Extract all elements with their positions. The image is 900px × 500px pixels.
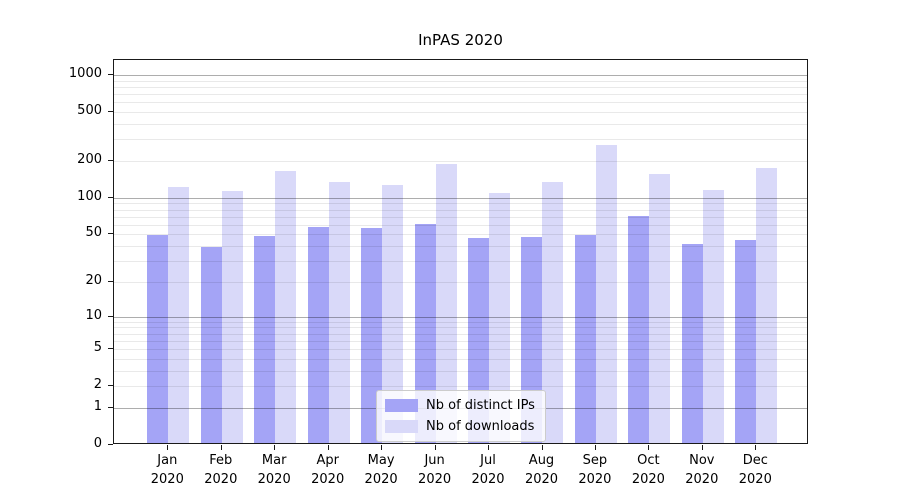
y-tick-label: 200 <box>77 151 102 167</box>
bar-ips-sep <box>574 234 596 443</box>
bar-ips-dec <box>735 240 757 443</box>
x-tick-label-jun: Jun 2020 <box>418 453 452 487</box>
x-tick-mark <box>274 445 276 450</box>
legend: Nb of distinct IPs Nb of downloads <box>376 390 546 442</box>
bar-downloads-jul <box>489 192 510 443</box>
y-tick-mark <box>108 315 113 317</box>
bar-ips-oct <box>628 216 650 443</box>
bar-ips-jun <box>414 223 436 443</box>
bar-ips-nov <box>681 244 703 443</box>
x-tick-label-aug: Aug 2020 <box>524 453 559 487</box>
x-tick-label-apr: Apr 2020 <box>311 453 345 487</box>
x-tick-mark <box>488 445 489 450</box>
y-tick-label: 100 <box>77 188 102 204</box>
bar-downloads-oct <box>649 173 671 443</box>
plot-area <box>113 59 808 444</box>
x-tick-mark <box>327 445 329 450</box>
bar-downloads-jan <box>168 187 190 443</box>
y-tick-label: 2 <box>93 377 102 393</box>
x-tick-mark <box>648 445 650 450</box>
y-axis: 0 1 2 5 10 20 50 100 200 500 1000 <box>0 59 113 451</box>
y-tick-mark <box>108 444 113 445</box>
bars-layer <box>114 60 807 443</box>
bar-downloads-feb <box>221 191 243 443</box>
x-tick-label-nov: Nov 2020 <box>685 453 719 487</box>
x-tick-label-feb: Feb 2020 <box>204 453 238 487</box>
legend-label-distinct-ips: Nb of distinct IPs <box>426 398 535 413</box>
y-tick-label: 20 <box>85 272 102 288</box>
y-tick-mark <box>108 110 113 112</box>
bar-downloads-nov <box>702 190 724 443</box>
x-tick-label-dec: Dec 2020 <box>738 453 772 487</box>
y-tick-label: 1 <box>93 398 102 414</box>
y-tick-mark <box>108 196 113 198</box>
legend-swatch-downloads-icon <box>385 420 418 433</box>
y-tick-label: 1000 <box>68 65 102 81</box>
y-tick-label: 50 <box>85 225 102 241</box>
y-tick-label: 10 <box>85 307 102 323</box>
legend-item-downloads: Nb of downloads <box>385 416 537 437</box>
y-tick-label: 500 <box>77 102 102 118</box>
x-tick-mark <box>167 445 169 450</box>
bar-downloads-jun <box>435 163 457 443</box>
x-tick-mark <box>755 445 757 450</box>
bar-ips-may <box>361 228 383 443</box>
y-tick-mark <box>108 159 113 161</box>
legend-label-downloads: Nb of downloads <box>426 419 535 434</box>
x-tick-label-mar: Mar 2020 <box>257 453 291 487</box>
x-tick-label-jul: Jul 2020 <box>471 453 505 487</box>
bar-downloads-aug <box>542 181 564 443</box>
x-tick-label-oct: Oct 2020 <box>631 453 665 487</box>
y-tick-mark <box>108 406 113 408</box>
y-tick-label: 0 <box>93 436 102 451</box>
x-tick-mark <box>220 445 222 450</box>
x-tick-label-sep: Sep 2020 <box>578 453 612 487</box>
bar-downloads-may <box>382 185 404 443</box>
x-tick-mark <box>381 445 383 450</box>
x-tick-mark <box>434 445 436 450</box>
bar-ips-mar <box>254 235 276 443</box>
legend-item-distinct-ips: Nb of distinct IPs <box>385 395 537 416</box>
bar-ips-jan <box>147 234 169 443</box>
x-tick-label-jan: Jan 2020 <box>150 453 184 487</box>
x-tick-mark <box>541 445 543 450</box>
x-tick-mark <box>701 445 703 450</box>
bar-ips-feb <box>200 246 222 443</box>
bar-downloads-dec <box>756 167 778 443</box>
x-tick-mark <box>594 445 596 450</box>
chart-title: InPAS 2020 <box>418 31 503 49</box>
x-axis: Jan 2020 Feb 2020 Mar 2020 Apr 2020 May 2020… <box>113 444 808 494</box>
bar-downloads-apr <box>328 181 350 443</box>
y-tick-mark <box>108 385 113 387</box>
y-tick-mark <box>108 348 113 349</box>
bar-downloads-sep <box>595 145 617 443</box>
bar-ips-apr <box>307 227 329 443</box>
y-tick-mark <box>108 233 113 235</box>
legend-swatch-distinct-ips-icon <box>385 399 418 412</box>
y-tick-mark <box>108 280 113 282</box>
y-tick-label: 5 <box>93 340 102 355</box>
y-tick-mark <box>108 73 113 75</box>
x-tick-label-may: May 2020 <box>364 453 398 487</box>
bar-downloads-mar <box>275 171 297 443</box>
